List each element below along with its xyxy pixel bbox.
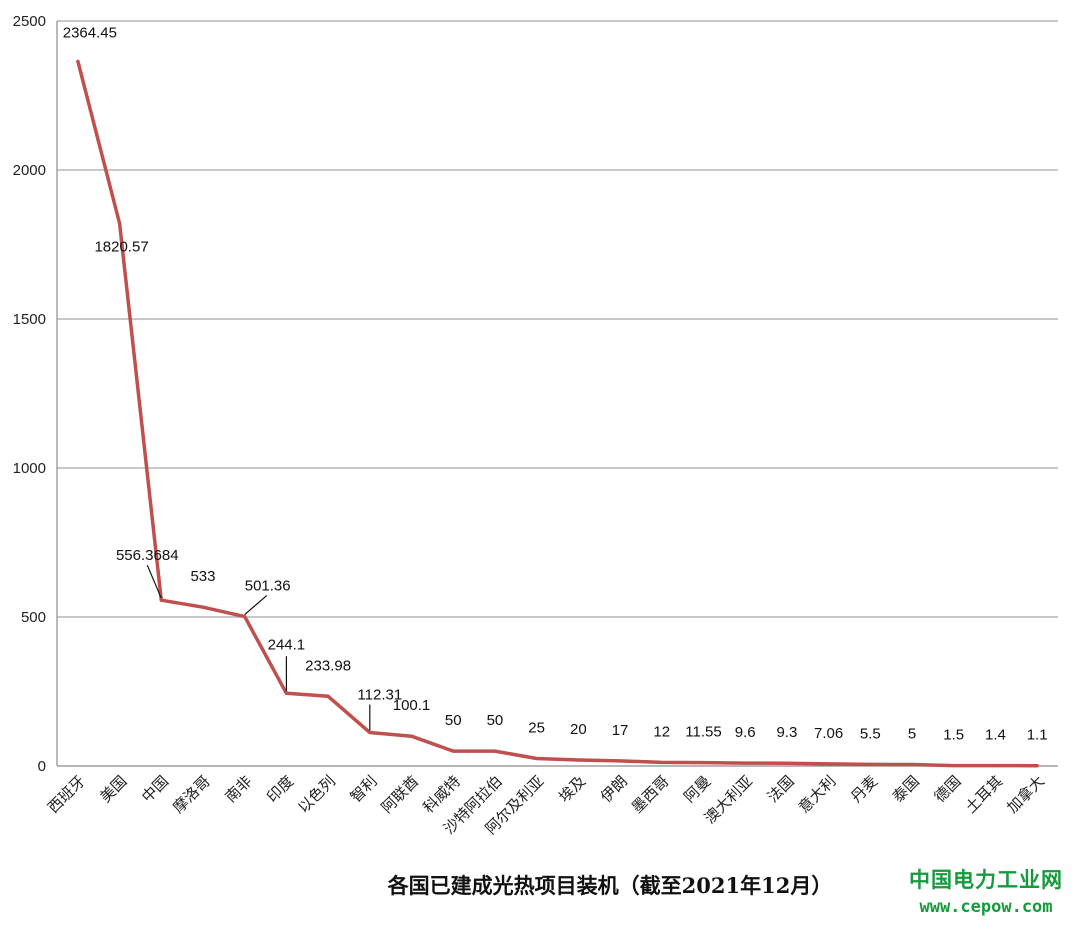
- x-tick-label: 美国: [96, 772, 130, 806]
- x-tick-label: 阿联酋: [378, 772, 423, 817]
- data-label: 501.36: [245, 578, 291, 595]
- x-tick-label: 智利: [347, 772, 381, 806]
- data-label: 9.6: [735, 724, 756, 741]
- data-point: [535, 757, 539, 761]
- x-tick-label: 印度: [263, 772, 297, 806]
- data-label: 7.06: [814, 725, 843, 742]
- data-label: 1.5: [943, 727, 964, 744]
- data-label: 12: [653, 723, 670, 740]
- y-tick-label: 2000: [13, 162, 46, 179]
- data-point: [785, 761, 789, 765]
- data-point: [618, 759, 622, 763]
- data-point: [993, 764, 997, 768]
- axes: [56, 21, 1058, 767]
- data-label: 556.3684: [116, 547, 179, 564]
- data-point: [118, 221, 122, 225]
- data-label: 1820.57: [94, 238, 148, 255]
- data-label: 25: [528, 720, 545, 737]
- data-point: [701, 761, 705, 765]
- series-line: [76, 59, 1039, 768]
- y-tick-label: 1500: [13, 311, 46, 328]
- series-line: [76, 59, 1039, 768]
- y-tick-label: 1000: [13, 460, 46, 477]
- y-axis-ticks: 0 500 1000 1500 2000 2500: [13, 13, 46, 775]
- data-point: [201, 605, 205, 609]
- data-label: 112.31: [357, 687, 402, 704]
- leader-line: [146, 564, 162, 599]
- leader-line: [244, 595, 268, 616]
- data-label: 5.5: [860, 725, 881, 742]
- y-tick-label: 500: [21, 609, 46, 626]
- data-point: [368, 731, 372, 735]
- data-label: 1.1: [1027, 727, 1048, 744]
- chart-title: 各国已建成光热项目装机（截至2021年12月）: [387, 873, 833, 898]
- data-label: 533: [190, 568, 215, 585]
- x-tick-label: 阿曼: [680, 772, 714, 806]
- data-point: [159, 598, 163, 602]
- data-point: [284, 691, 288, 695]
- watermark-url: www.cepow.com: [919, 897, 1053, 917]
- data-label: 9.3: [776, 724, 797, 741]
- data-point: [493, 749, 497, 753]
- x-tick-label: 意大利: [795, 772, 840, 817]
- data-labels: 2364.45 1820.57 556.3684 533 501.36 244.1 233.…: [63, 24, 1048, 743]
- x-tick-label: 埃及: [555, 772, 589, 806]
- x-tick-label: 德国: [931, 772, 965, 806]
- data-label: 233.98: [305, 657, 351, 674]
- data-label: 100.1: [393, 697, 431, 714]
- data-point: [326, 694, 330, 698]
- x-tick-label: 摩洛哥: [169, 772, 214, 817]
- data-point: [743, 761, 747, 765]
- x-tick-label: 南非: [222, 772, 256, 806]
- x-tick-label: 加拿大: [1003, 772, 1048, 817]
- data-label: 50: [445, 712, 462, 729]
- x-tick-label: 以色列: [294, 772, 339, 817]
- label-leader-lines: [146, 564, 371, 731]
- data-point: [243, 615, 247, 619]
- data-label: 5: [908, 726, 916, 743]
- watermark-name: 中国电力工业网: [909, 868, 1063, 892]
- data-point: [868, 762, 872, 766]
- data-label: 2364.45: [63, 24, 117, 41]
- data-point: [827, 762, 831, 766]
- data-label: 1.4: [985, 727, 1006, 744]
- data-label: 11.55: [685, 724, 721, 741]
- data-point: [910, 763, 914, 767]
- data-point: [660, 760, 664, 764]
- data-point: [952, 764, 956, 768]
- x-tick-label: 墨西哥: [628, 772, 673, 817]
- data-point: [76, 59, 80, 63]
- x-tick-label: 法国: [764, 772, 798, 806]
- y-tick-label: 0: [38, 758, 46, 775]
- x-tick-label: 中国: [138, 772, 172, 806]
- x-tick-label: 西班牙: [44, 772, 89, 817]
- x-tick-label: 土耳其: [962, 772, 1007, 817]
- data-point: [410, 734, 414, 738]
- data-point: [451, 749, 455, 753]
- data-label: 20: [570, 721, 587, 738]
- data-point: [1035, 764, 1039, 768]
- gridlines: [57, 20, 1058, 618]
- y-tick-label: 2500: [13, 13, 46, 30]
- data-label: 244.1: [268, 636, 306, 653]
- data-point: [576, 758, 580, 762]
- x-tick-label: 伊朗: [597, 772, 631, 806]
- data-label: 17: [612, 722, 629, 739]
- x-tick-label: 泰国: [889, 772, 923, 806]
- data-label: 50: [487, 712, 504, 729]
- x-tick-label: 丹麦: [847, 772, 881, 806]
